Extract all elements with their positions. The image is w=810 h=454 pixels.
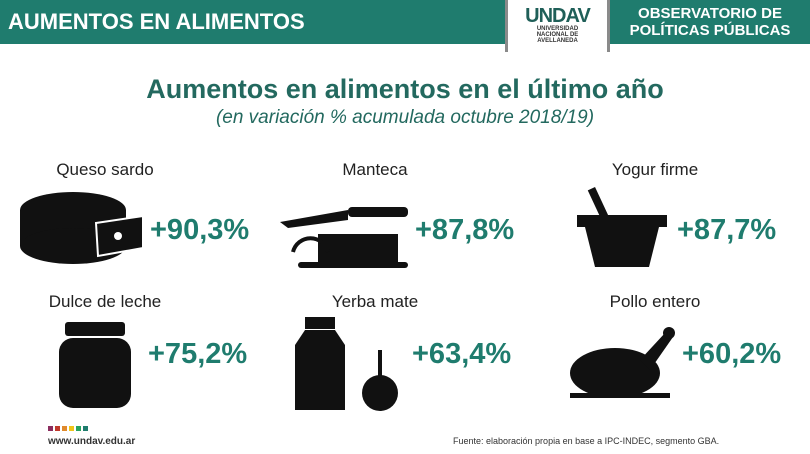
item-label: Yerba mate bbox=[331, 292, 419, 311]
main-title: Aumentos en alimentos en el último año bbox=[146, 74, 664, 104]
subtitle: (en variación % acumulada octubre 2018/1… bbox=[215, 107, 595, 128]
item-value: +87,7% bbox=[677, 214, 777, 246]
cheese-icon bbox=[20, 192, 144, 264]
item-label: Manteca bbox=[342, 160, 408, 179]
undav-logo: UNDAV UNIVERSIDAD NACIONAL DE AVELLANEDA bbox=[505, 0, 610, 52]
header-title: AUMENTOS EN ALIMENTOS bbox=[0, 0, 505, 44]
item-label: Yogur firme bbox=[611, 160, 699, 179]
brand-color-dots bbox=[48, 426, 88, 431]
item-value: +90,3% bbox=[150, 214, 250, 246]
observatorio-title: OBSERVATORIO DE POLÍTICAS PÚBLICAS bbox=[610, 0, 810, 44]
item-value: +60,2% bbox=[682, 338, 782, 370]
yogurt-icon bbox=[577, 186, 667, 267]
mate-icon bbox=[295, 317, 398, 411]
jar-icon bbox=[59, 322, 131, 408]
item-label: Pollo entero bbox=[609, 292, 701, 311]
chicken-icon bbox=[570, 327, 675, 398]
butter-knife-icon bbox=[280, 207, 408, 268]
item-label: Queso sardo bbox=[56, 160, 154, 179]
item-label: Dulce de leche bbox=[48, 292, 162, 311]
item-value: +63,4% bbox=[412, 338, 512, 370]
item-value: +75,2% bbox=[148, 338, 248, 370]
website-link[interactable]: www.undav.edu.ar bbox=[48, 436, 136, 447]
source-note: Fuente: elaboración propia en base a IPC… bbox=[453, 436, 720, 446]
item-value: +87,8% bbox=[415, 214, 515, 246]
